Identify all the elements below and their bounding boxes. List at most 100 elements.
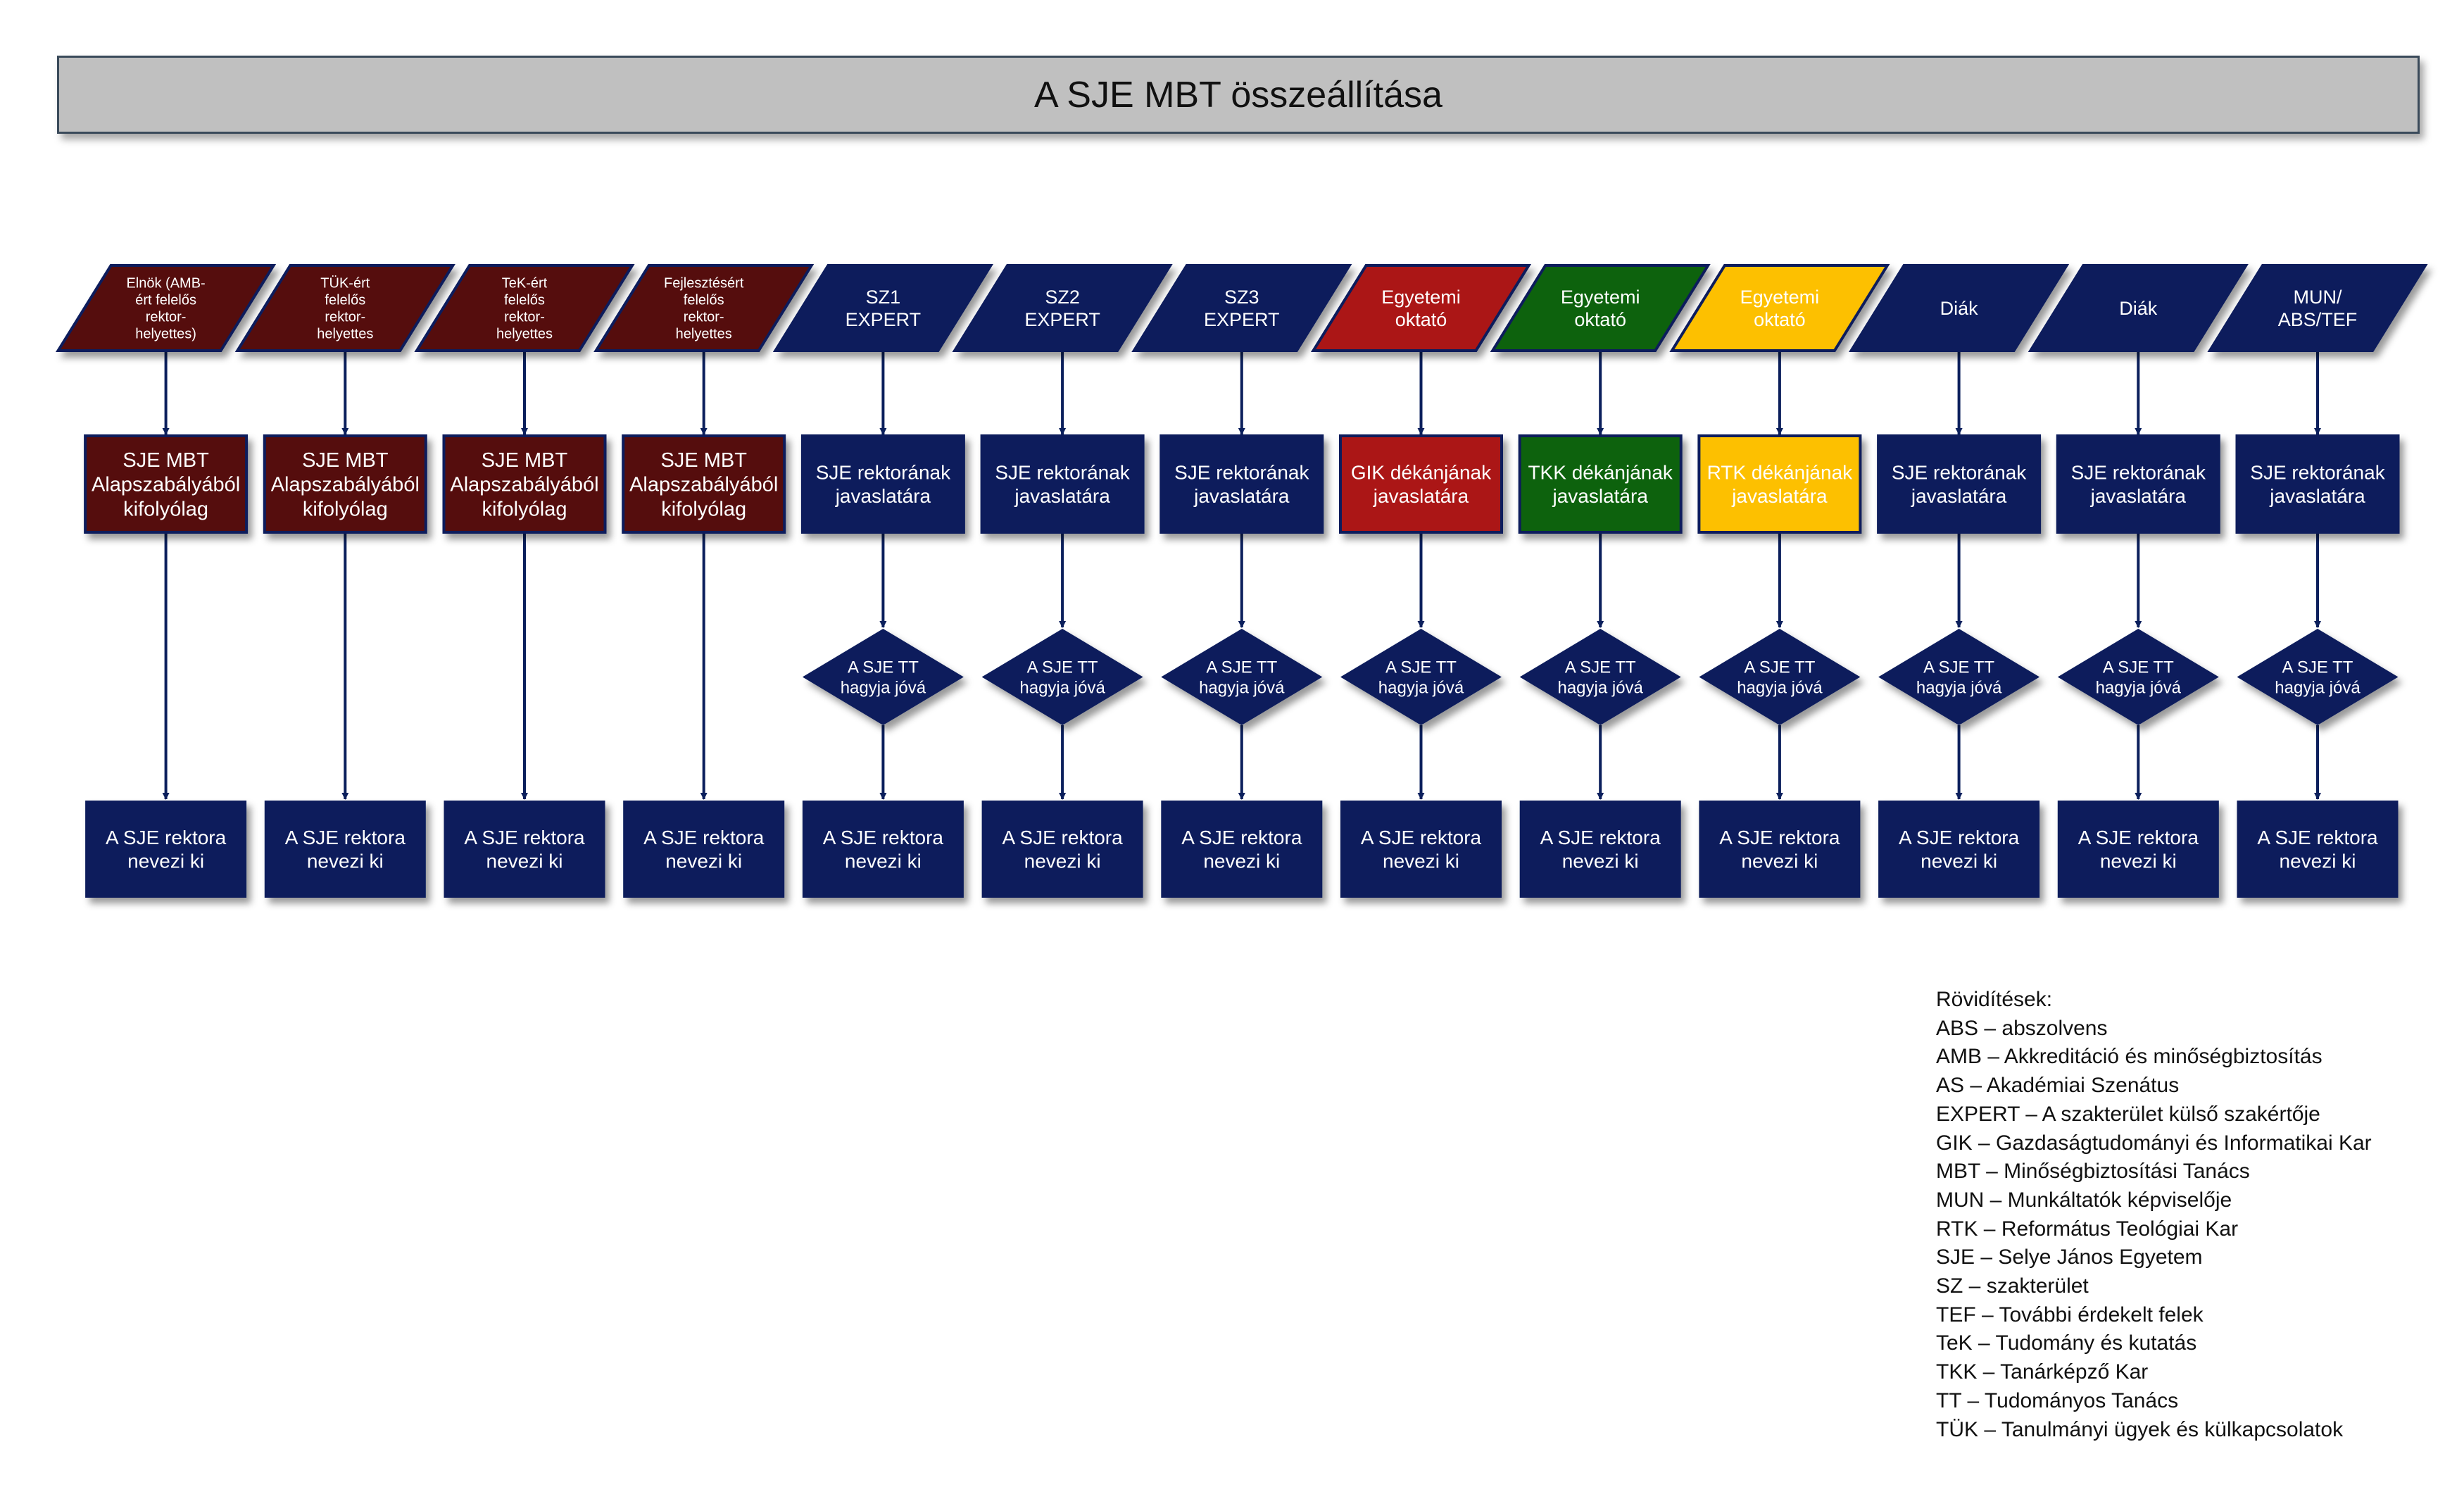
- participant-label-line: rektor-: [504, 310, 545, 325]
- participant-label-line: oktató: [1574, 309, 1626, 330]
- legend-item: GIK – Gazdaságtudományi és Informatikai …: [1936, 1131, 2372, 1155]
- approval-label-line: A SJE TT: [1027, 658, 1098, 677]
- input-parallelogram: [414, 264, 635, 352]
- nomination-box: [622, 434, 786, 534]
- appointment-label-line: nevezi ki: [1562, 851, 1639, 872]
- input-parallelogram: [1131, 264, 1352, 352]
- legend-item: AMB – Akkreditáció és minőségbiztosítás: [1936, 1045, 2322, 1069]
- appointment-label-line: nevezi ki: [1921, 851, 1997, 872]
- appointment-box: [85, 801, 247, 898]
- nomination-label: SJE MBT Alapszabályából kifolyólag: [629, 449, 778, 521]
- nomination-box: [263, 434, 427, 534]
- appointment-label-line: nevezi ki: [1024, 851, 1101, 872]
- column-2: TÜK-ért felelős rektor-helyettes SJE MBT Ala…: [234, 264, 455, 898]
- appointment-label: A SJE rektora nevezi ki: [1540, 827, 1661, 872]
- appointment-label: A SJE rektora nevezi ki: [1899, 827, 2020, 872]
- participant-label-line: Diák: [1940, 298, 1979, 319]
- participant-label-line: oktató: [1754, 309, 1806, 330]
- column-11: Diák SJE rektorának javaslatára A SJE TT hag…: [1849, 264, 2070, 898]
- nomination-label-line: kifolyólag: [123, 498, 208, 520]
- nomination-box: [1159, 434, 1324, 534]
- approval-label-line: hagyja jóvá: [1199, 678, 1285, 697]
- nomination-label: SJE MBT Alapszabályából kifolyólag: [271, 449, 420, 521]
- appointment-box: [623, 801, 785, 898]
- appointment-label: A SJE rektora nevezi ki: [2257, 827, 2378, 872]
- column-4: Fejlesztésért felelős rektor-helyettes SJE …: [593, 264, 815, 898]
- column-10: Egyetemi oktató RTK dékánjának javaslatára A…: [1669, 264, 1890, 898]
- nomination-label-line: SJE MBT: [302, 449, 389, 472]
- participant-label: Diák: [1940, 298, 1979, 319]
- participant-label-line: helyettes): [135, 327, 196, 342]
- participant-label-line: SZ2: [1045, 287, 1080, 308]
- participant-label-line: ért felelős: [135, 293, 196, 308]
- appointment-box: [802, 801, 964, 898]
- nomination-box: [1877, 434, 2042, 534]
- appointment-box: [1161, 801, 1323, 898]
- legend-item: RTK – Református Teológiai Kar: [1936, 1217, 2239, 1241]
- appointment-label-line: nevezi ki: [1203, 851, 1280, 872]
- appointment-label-line: A SJE rektora: [1181, 827, 1302, 848]
- legend-item: EXPERT – A szakterület külső szakértője: [1936, 1102, 2320, 1126]
- nomination-label-line: javaslatára: [1373, 485, 1469, 507]
- nomination-label-line: SJE MBT: [482, 449, 568, 472]
- nomination-label-line: javaslatára: [1731, 485, 1828, 507]
- appointment-label: A SJE rektora nevezi ki: [464, 827, 585, 872]
- approval-label-line: hagyja jóvá: [1737, 678, 1823, 697]
- appointment-label: A SJE rektora nevezi ki: [1002, 827, 1124, 872]
- appointment-label-line: nevezi ki: [2280, 851, 2356, 872]
- nomination-label: SJE rektorának javaslatára: [2250, 462, 2385, 508]
- participant-label-line: helyettes: [676, 327, 732, 342]
- appointment-box: [1699, 801, 1861, 898]
- nomination-box: [1518, 434, 1683, 534]
- participant-label-line: Egyetemi: [1381, 287, 1461, 308]
- nomination-label-line: Alapszabályából: [629, 474, 778, 496]
- legend-item: SJE – Selye János Egyetem: [1936, 1246, 2203, 1269]
- approval-diamond: [981, 629, 1143, 725]
- appointment-label-line: A SJE rektora: [1540, 827, 1661, 848]
- appointment-label: A SJE rektora nevezi ki: [106, 827, 227, 872]
- column-6: SZ2 EXPERT SJE rektorának javaslatára A SJE …: [952, 264, 1173, 898]
- participant-label: Egyetemi oktató: [1381, 287, 1461, 330]
- title-bar: A SJE MBT összeállítása: [57, 56, 2420, 134]
- approval-label: A SJE TT hagyja jóvá: [1199, 658, 1285, 698]
- nomination-label: SJE MBT Alapszabályából kifolyólag: [92, 449, 240, 521]
- legend-item: TeK – Tudomány és kutatás: [1936, 1331, 2197, 1355]
- nomination-label-line: kifolyólag: [661, 498, 746, 520]
- appointment-box: [444, 801, 605, 898]
- nomination-label: SJE MBT Alapszabályából kifolyólag: [450, 449, 598, 521]
- appointment-box: [981, 801, 1143, 898]
- appointment-label-line: A SJE rektora: [1002, 827, 1124, 848]
- nomination-label-line: kifolyólag: [482, 498, 567, 520]
- participant-label-line: Egyetemi: [1740, 287, 1820, 308]
- nomination-label-line: javaslatára: [1193, 485, 1290, 507]
- approval-label-line: A SJE TT: [2103, 658, 2174, 677]
- nomination-label: RTK dékánjának javaslatára: [1707, 462, 1854, 508]
- input-parallelogram: [2028, 264, 2249, 352]
- approval-label-line: hagyja jóvá: [1916, 678, 2002, 697]
- column-1: Elnök (AMB-ért felelős rektor-helyettes) S…: [56, 264, 277, 898]
- appointment-label-line: nevezi ki: [1741, 851, 1818, 872]
- participant-label-line: helyettes: [496, 327, 553, 342]
- nomination-box: [442, 434, 607, 534]
- approval-label: A SJE TT hagyja jóvá: [1378, 658, 1464, 698]
- nomination-label-line: TKK dékánjának: [1528, 462, 1673, 484]
- participant-label-line: helyettes: [317, 327, 373, 342]
- input-parallelogram: [593, 264, 815, 352]
- participant-label: Elnök (AMB-ért felelős rektor-helyettes): [126, 276, 205, 342]
- approval-diamond: [1340, 629, 1502, 725]
- approval-label: A SJE TT hagyja jóvá: [1916, 658, 2002, 698]
- input-parallelogram: [952, 264, 1173, 352]
- approval-label-line: hagyja jóvá: [1019, 678, 1105, 697]
- legend-item: MUN – Munkáltatók képviselője: [1936, 1188, 2232, 1212]
- column-3: TeK-ért felelős rektor-helyettes SJE MBT Ala…: [414, 264, 635, 898]
- nomination-label-line: SJE rektorának: [995, 462, 1130, 484]
- approval-label: A SJE TT hagyja jóvá: [1019, 658, 1105, 698]
- participant-label-line: felelős: [684, 293, 724, 308]
- participant-label: Diák: [2119, 298, 2158, 319]
- approval-label-line: A SJE TT: [2282, 658, 2353, 677]
- approval-label: A SJE TT hagyja jóvá: [2275, 658, 2361, 698]
- appointment-label-line: A SJE rektora: [643, 827, 765, 848]
- input-parallelogram: [1310, 264, 1532, 352]
- appointment-label-line: nevezi ki: [127, 851, 204, 872]
